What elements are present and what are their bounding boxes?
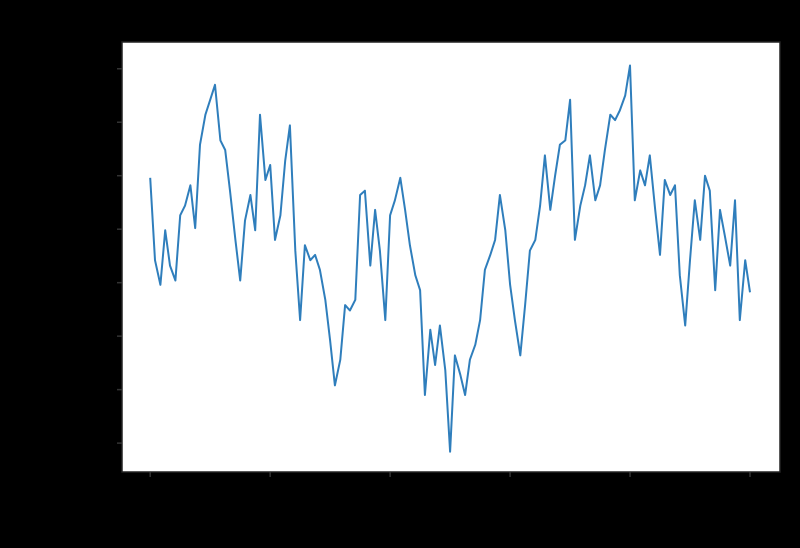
data-line bbox=[149, 64, 751, 453]
plot-area bbox=[121, 41, 781, 473]
